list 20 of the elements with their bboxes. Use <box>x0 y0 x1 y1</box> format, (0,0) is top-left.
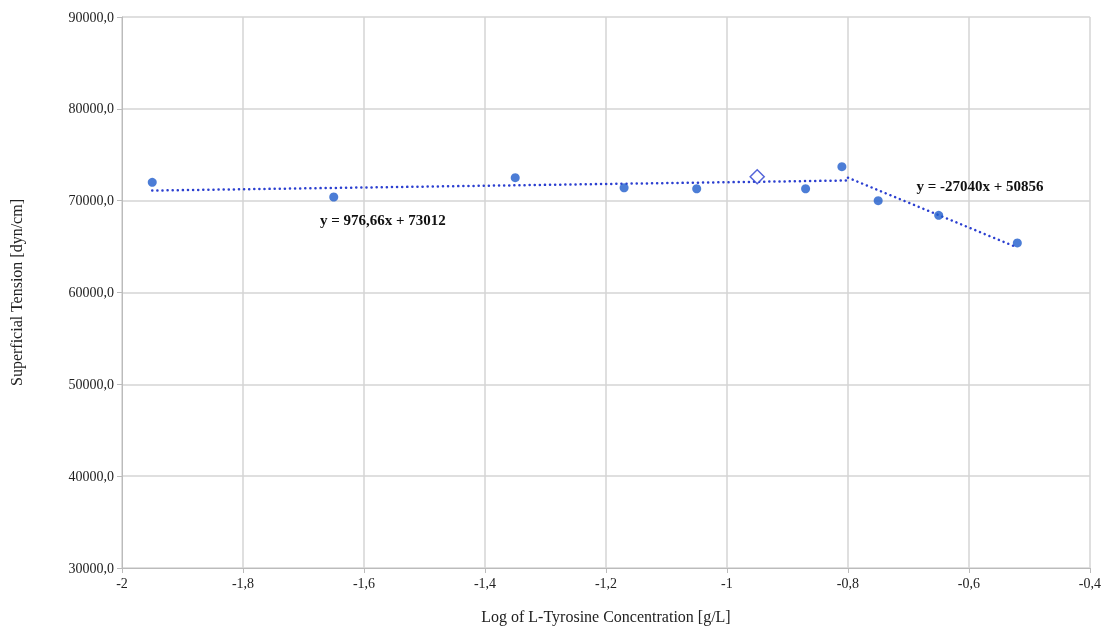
x-tick-label: -2 <box>116 575 128 591</box>
x-tick-label: -0,4 <box>1078 575 1101 591</box>
x-axis-title: Log of L-Tyrosine Concentration [g/L] <box>481 607 731 626</box>
annotation: y = -27040x + 50856 <box>916 178 1045 194</box>
x-tick-label: -1 <box>721 575 733 591</box>
y-tick-label: 60000,0 <box>68 285 114 300</box>
x-tick-label: -1,2 <box>594 575 618 591</box>
y-tick-label: 50000,0 <box>68 376 114 392</box>
x-tick-label: -1,6 <box>352 575 376 591</box>
x-tick-label: -0,8 <box>836 575 860 591</box>
y-tick-label: 40000,0 <box>68 468 114 484</box>
y-axis-title: Superficial Tension [dyn/cm] <box>7 199 26 386</box>
x-tick-label: -0,6 <box>957 575 981 591</box>
annotation: y = 976,66x + 73012 <box>320 212 446 228</box>
x-tick-label: -1,8 <box>231 575 255 591</box>
y-tick-label: 90000,0 <box>68 9 114 25</box>
x-tick-label: -1,4 <box>473 575 497 591</box>
y-tick-label: 30000,0 <box>68 560 114 576</box>
y-tick-label: 80000,0 <box>68 101 114 117</box>
y-tick-label: 70000,0 <box>68 193 114 209</box>
